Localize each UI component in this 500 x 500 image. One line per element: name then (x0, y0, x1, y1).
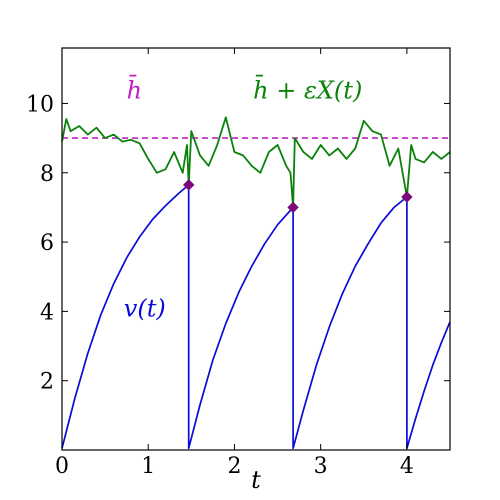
y-tick-label: 2 (40, 370, 54, 395)
x-tick-label: 3 (314, 454, 328, 479)
series-line-hbar-noise (61, 116, 451, 209)
threshold-label: h̄ (127, 75, 142, 104)
y-tick-label: 4 (40, 300, 54, 325)
x-axis-label: t (251, 466, 261, 494)
axes-frame (61, 47, 451, 451)
y-tick-label: 10 (26, 92, 54, 117)
series-green-label: h̄ + εX(t) (253, 75, 362, 104)
series-line-v (61, 184, 451, 450)
y-tick-label: 6 (40, 231, 54, 256)
x-tick-label: 1 (141, 454, 155, 479)
x-tick-label: 0 (55, 454, 69, 479)
y-tick-label: 8 (40, 162, 54, 187)
spike-marker (401, 191, 413, 203)
x-tick-label: 4 (400, 454, 414, 479)
x-tick-label: 2 (227, 454, 241, 479)
plot-area (61, 116, 451, 450)
series-blue-label: v(t) (124, 295, 166, 323)
axes: 0 1 2 3 4 2 4 6 8 10 (26, 47, 451, 479)
spike-marker (183, 179, 195, 191)
spike-marker (287, 201, 299, 214)
threshold-label-text: h̄ (127, 75, 142, 104)
